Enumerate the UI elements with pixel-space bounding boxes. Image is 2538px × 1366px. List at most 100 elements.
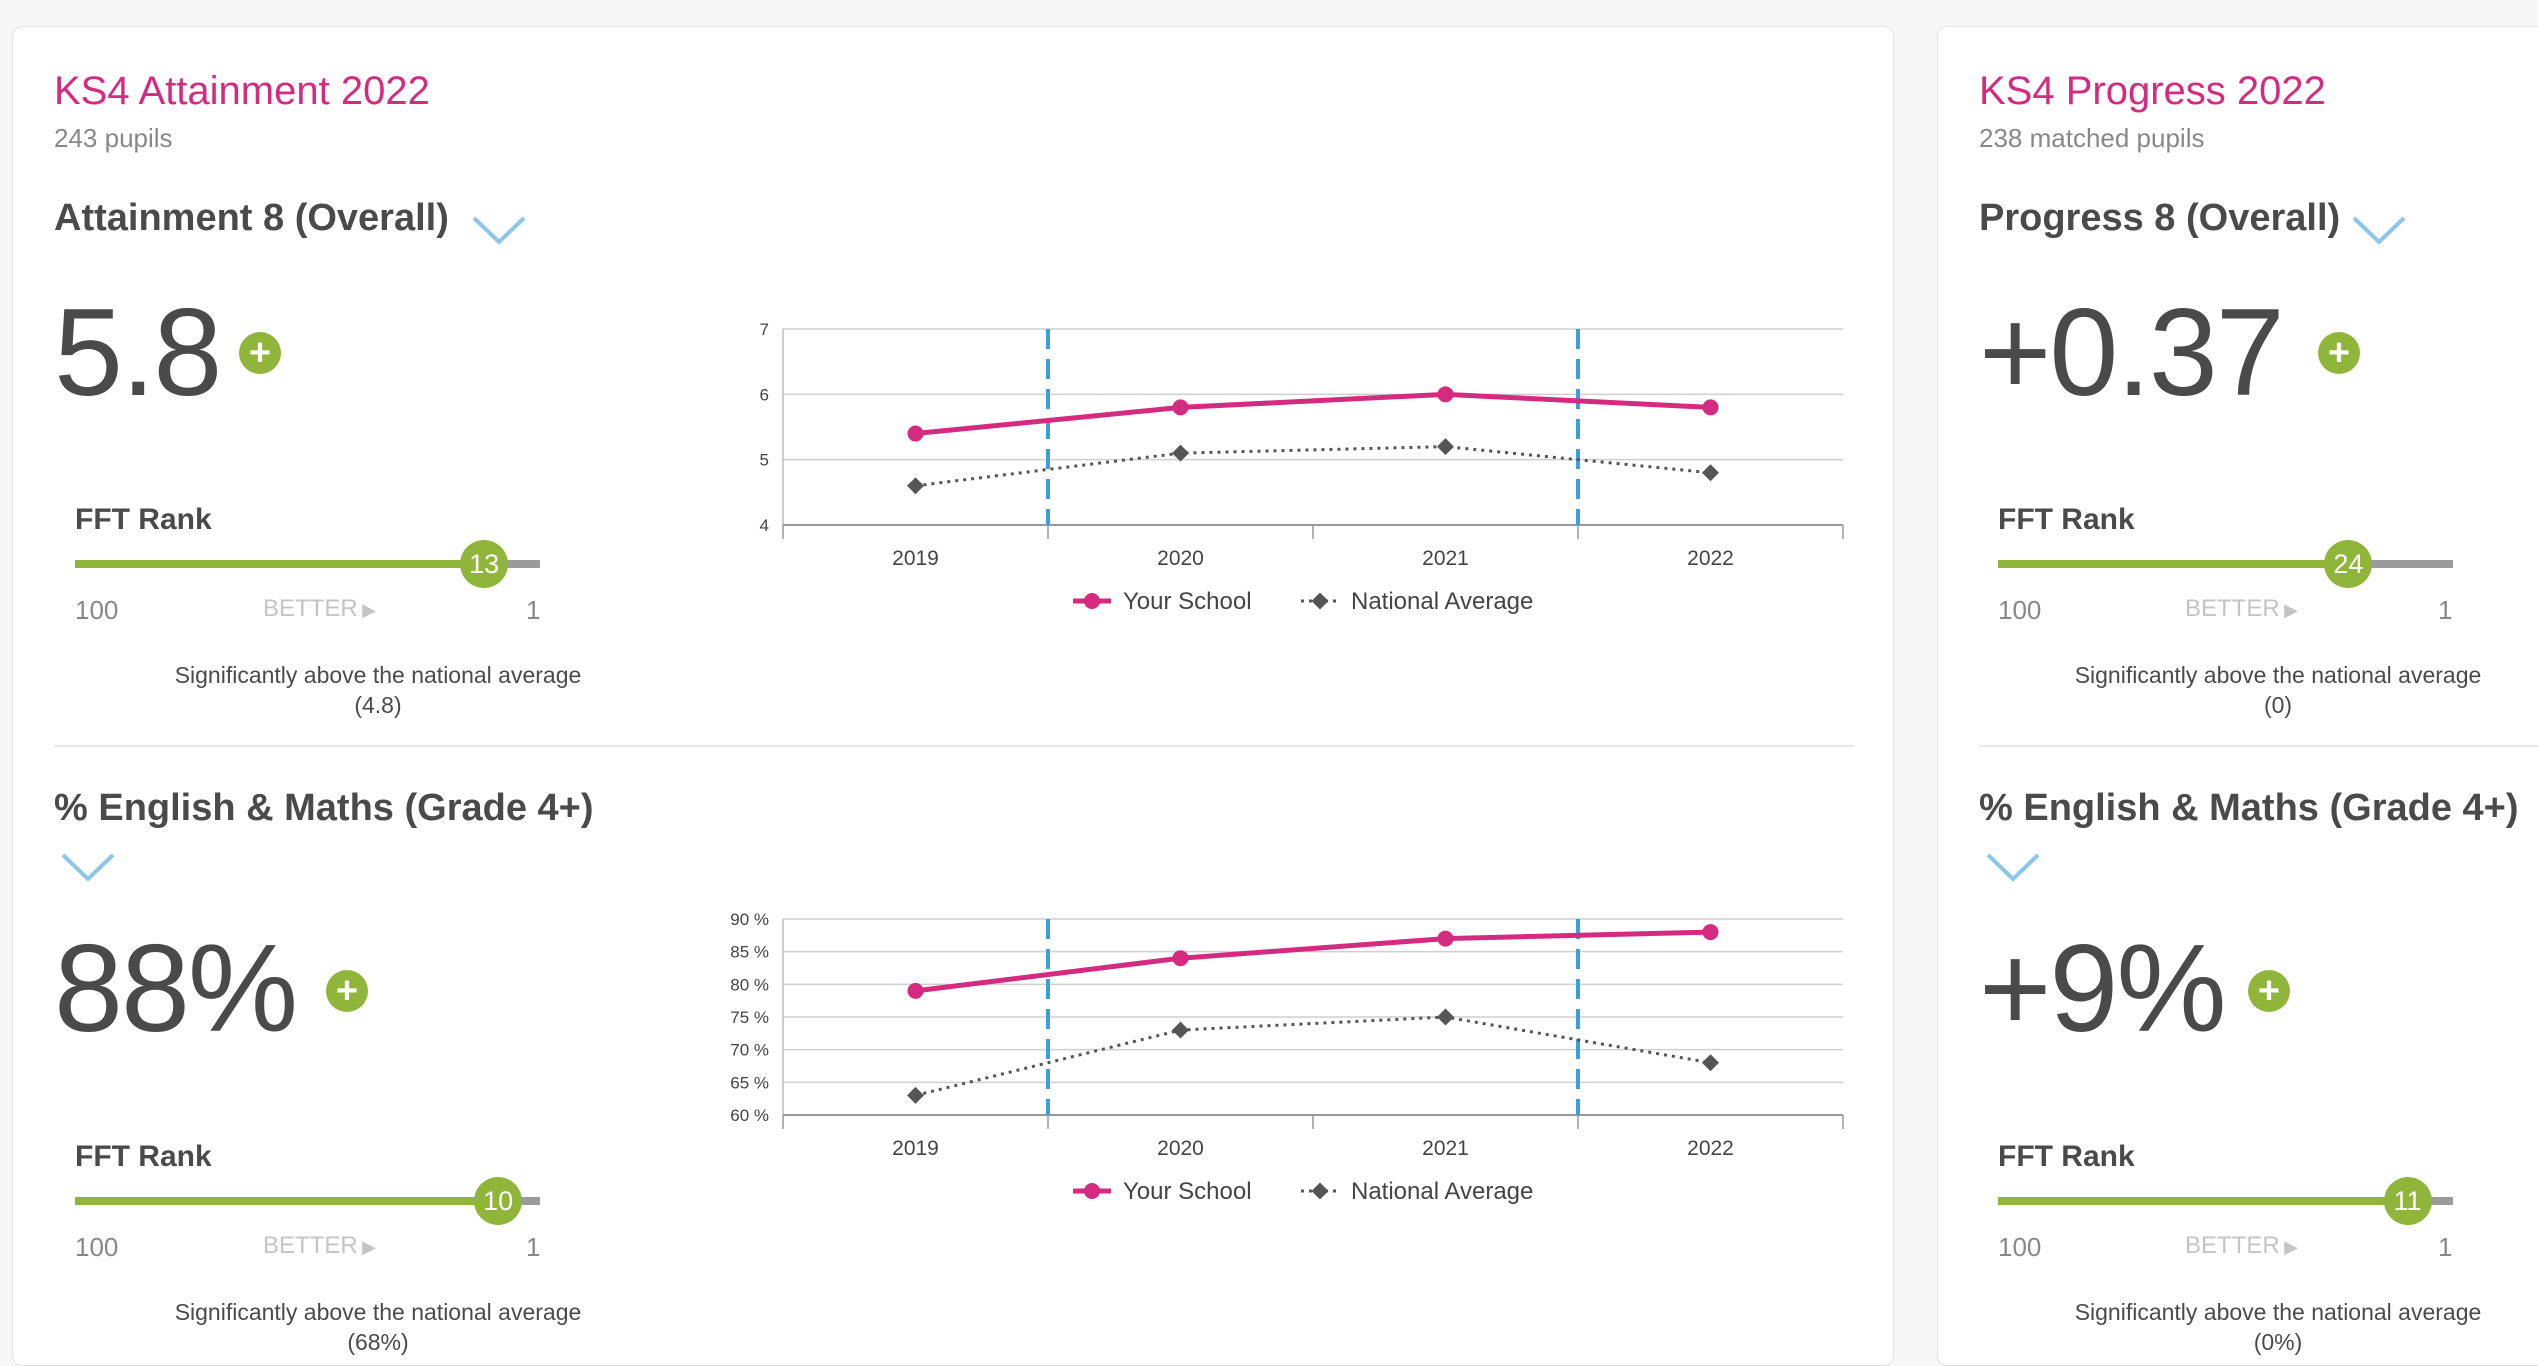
y-tick-label: 7 (760, 320, 769, 339)
significance-text: Significantly above the national average (2074, 1299, 2482, 1325)
english-maths-progress-title: % English & Maths (Grade 4+) (1979, 787, 2519, 829)
section-divider (54, 745, 1854, 747)
national-average-point (1172, 1021, 1189, 1039)
fft-rank-slider: 13 (75, 540, 540, 588)
progress-card-title: KS4 Progress 2022 (1979, 69, 2326, 113)
rank-scale-low: 100 (75, 1232, 119, 1262)
fft-rank-label: FFT Rank (75, 1140, 212, 1173)
english-maths-value: 88% (54, 920, 298, 1058)
y-tick-label: 70 % (730, 1041, 769, 1060)
significance-note: Significantly above the national average… (103, 1298, 653, 1358)
national-average-point (1437, 1008, 1454, 1026)
fft-rank-knob: 24 (2324, 540, 2373, 588)
better-label: BETTER (263, 1232, 358, 1259)
legend-your-school-label: Your School (1123, 588, 1252, 615)
triangle-right-icon: ▶ (362, 1237, 376, 1257)
your-school-point (1172, 399, 1189, 416)
chevron-down-icon[interactable] (1985, 852, 2041, 882)
english-maths-title: % English & Maths (Grade 4+) (54, 787, 594, 829)
x-tick-label: 2019 (892, 547, 939, 570)
rank-scale-low: 100 (75, 595, 119, 625)
rank-scale-high: 1 (2438, 595, 2453, 625)
english-maths-line-chart: 60 % 65 % 70 % 75 % 80 % 85 % 90 % 2019 2020 2021… (730, 910, 1844, 1205)
national-average-value: (0) (2263, 691, 2293, 718)
progress8-value: +0.37 (1979, 284, 2285, 422)
attainment8-title: Attainment 8 (Overall) (54, 197, 449, 239)
national-average-point (1702, 1054, 1719, 1072)
your-school-point (1702, 924, 1719, 941)
fft-rank-label: FFT Rank (1998, 1140, 2135, 1173)
x-tick-label: 2019 (892, 1137, 939, 1160)
english-maths-progress-value: +9% (1979, 920, 2227, 1058)
y-tick-label: 85 % (730, 943, 769, 962)
expand-plus-icon[interactable]: + (2318, 332, 2360, 374)
y-tick-label: 90 % (730, 910, 769, 929)
national-average-line (915, 1015, 1711, 1097)
your-school-point (1437, 930, 1454, 947)
national-average-line (915, 445, 1711, 488)
expand-plus-icon[interactable]: + (2248, 970, 2290, 1012)
x-tick-label: 2020 (1157, 547, 1204, 570)
national-average-point (1437, 438, 1454, 456)
better-indicator: BETTER ▶ (2185, 595, 2298, 623)
fft-rank-slider: 10 (75, 1177, 540, 1225)
significance-text: Significantly above the national average (174, 662, 582, 688)
expand-plus-icon[interactable]: + (239, 332, 281, 374)
national-average-value: (4.8) (354, 691, 402, 718)
fft-rank-fill (1998, 1197, 2408, 1205)
progress-card: KS4 Progress 2022 238 matched pupils Pro… (1937, 26, 2538, 1366)
legend-national-average-label: National Average (1351, 588, 1533, 615)
chevron-down-icon[interactable] (60, 852, 116, 882)
fft-rank-slider: 11 (1998, 1177, 2453, 1225)
fft-rank-slider: 24 (1998, 540, 2453, 588)
triangle-right-icon: ▶ (362, 600, 376, 620)
attainment-card: KS4 Attainment 2022 243 pupils Attainmen… (12, 26, 1894, 1366)
progress-card-subtitle: 238 matched pupils (1979, 123, 2205, 153)
rank-scale-high: 1 (2438, 1232, 2453, 1262)
better-indicator: BETTER ▶ (263, 1232, 376, 1260)
legend-national-average-label: National Average (1351, 1178, 1533, 1205)
legend-your-school-label: Your School (1123, 1178, 1252, 1205)
national-average-value: (68%) (347, 1328, 409, 1355)
your-school-point (907, 982, 924, 999)
your-school-line (915, 929, 1711, 994)
significance-note: Significantly above the national average… (103, 661, 653, 721)
significance-text: Significantly above the national average (174, 1299, 582, 1325)
y-tick-label: 5 (760, 451, 769, 470)
expand-plus-icon[interactable]: + (326, 970, 368, 1012)
attainment8-value: 5.8 (54, 284, 222, 422)
national-average-point (907, 477, 924, 495)
x-tick-label: 2021 (1422, 547, 1469, 570)
rank-scale-high: 1 (526, 595, 541, 625)
fft-rank-knob: 13 (460, 540, 509, 588)
triangle-right-icon: ▶ (2284, 1237, 2298, 1257)
chevron-down-icon[interactable] (471, 215, 527, 245)
your-school-point (1172, 950, 1189, 967)
fft-rank-label: FFT Rank (75, 503, 212, 536)
better-label: BETTER (2185, 595, 2280, 622)
fft-rank-label: FFT Rank (1998, 503, 2135, 536)
x-tick-label: 2021 (1422, 1137, 1469, 1160)
chevron-down-icon[interactable] (2351, 215, 2407, 245)
better-indicator: BETTER ▶ (2185, 1232, 2298, 1260)
your-school-point (907, 425, 924, 442)
x-tick-label: 2022 (1687, 547, 1734, 570)
attainment-card-subtitle: 243 pupils (54, 123, 173, 153)
attainment8-line-chart: 4 5 6 7 2019 2020 2021 2022 Your School National … (760, 320, 1844, 615)
rank-scale-high: 1 (526, 1232, 541, 1262)
section-divider (1979, 745, 2538, 747)
y-tick-label: 6 (760, 385, 769, 404)
national-average-point (907, 1086, 924, 1104)
legend-national-average-marker (1311, 1182, 1329, 1200)
y-tick-label: 4 (760, 516, 769, 535)
national-average-point (1702, 464, 1719, 482)
legend-national-average-marker (1311, 592, 1329, 610)
better-label: BETTER (263, 595, 358, 622)
x-tick-label: 2022 (1687, 1137, 1734, 1160)
your-school-point (1437, 386, 1454, 403)
triangle-right-icon: ▶ (2284, 600, 2298, 620)
fft-rank-fill (75, 560, 485, 568)
progress8-title: Progress 8 (Overall) (1979, 197, 2341, 239)
fft-rank-knob: 10 (474, 1177, 523, 1225)
legend-your-school-marker (1084, 593, 1100, 609)
